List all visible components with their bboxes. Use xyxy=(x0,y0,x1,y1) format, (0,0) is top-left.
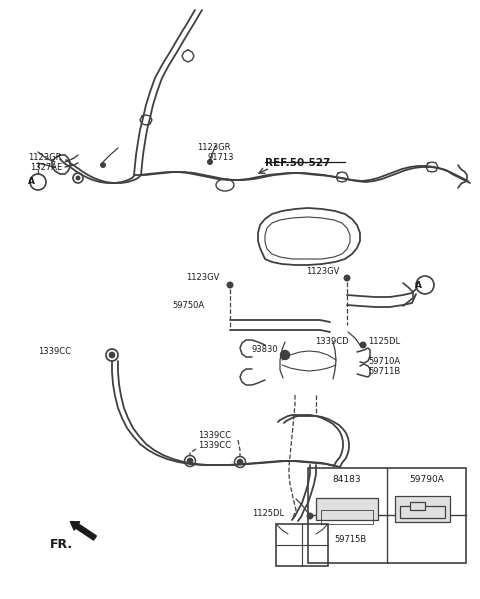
Text: 84183: 84183 xyxy=(333,476,361,485)
Circle shape xyxy=(307,513,313,519)
Bar xyxy=(276,524,328,566)
Text: 1125DL: 1125DL xyxy=(252,509,284,518)
Text: 1327AE: 1327AE xyxy=(30,164,62,173)
Text: 1125DL: 1125DL xyxy=(368,337,400,346)
Circle shape xyxy=(207,159,213,165)
Bar xyxy=(321,510,373,524)
Text: 59790A: 59790A xyxy=(409,476,444,485)
Text: 1123GR: 1123GR xyxy=(28,153,61,162)
Circle shape xyxy=(109,352,115,358)
Text: FR.: FR. xyxy=(50,539,73,552)
Text: REF.50-527: REF.50-527 xyxy=(265,158,330,168)
Circle shape xyxy=(100,162,106,168)
Circle shape xyxy=(344,274,350,282)
Text: 59715B: 59715B xyxy=(334,536,366,544)
Circle shape xyxy=(360,341,367,349)
Text: 59710A: 59710A xyxy=(368,358,400,367)
Text: 1123GV: 1123GV xyxy=(306,267,339,276)
Circle shape xyxy=(75,176,81,180)
Text: A: A xyxy=(415,280,421,289)
Text: 91713: 91713 xyxy=(207,153,233,162)
Circle shape xyxy=(238,459,242,464)
Circle shape xyxy=(280,350,289,359)
FancyArrow shape xyxy=(71,522,96,540)
Text: 1339CC: 1339CC xyxy=(198,440,231,449)
Bar xyxy=(308,468,466,563)
Text: 1339CC: 1339CC xyxy=(38,347,71,356)
Text: 1339CC: 1339CC xyxy=(198,431,231,440)
Text: 93830: 93830 xyxy=(252,346,278,355)
Text: 59711B: 59711B xyxy=(368,368,400,377)
Text: 1123GR: 1123GR xyxy=(197,144,230,153)
Circle shape xyxy=(188,458,192,464)
Circle shape xyxy=(227,282,233,289)
Text: A: A xyxy=(27,177,35,186)
Bar xyxy=(316,498,378,520)
Bar xyxy=(410,502,425,510)
Bar xyxy=(400,506,445,518)
Text: 59750A: 59750A xyxy=(172,301,204,310)
Text: 1339CD: 1339CD xyxy=(315,337,348,346)
Bar xyxy=(395,496,450,522)
Text: 1123GV: 1123GV xyxy=(186,274,219,283)
